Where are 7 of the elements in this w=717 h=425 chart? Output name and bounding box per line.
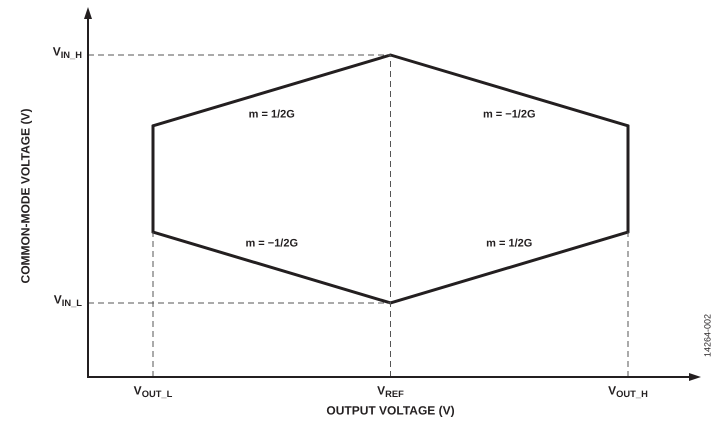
x-axis-title: OUTPUT VOLTAGE (V) xyxy=(326,403,455,418)
annotation: m = −1/2G xyxy=(482,108,536,120)
annotation: m = 1/2G xyxy=(248,108,295,120)
text: 14264-002 xyxy=(702,314,712,357)
annotation: m = −1/2G xyxy=(245,238,298,250)
annotation: m = 1/2G xyxy=(486,238,532,250)
y-axis-title: COMMON-MODE VOLTAGE (V) xyxy=(18,108,32,284)
